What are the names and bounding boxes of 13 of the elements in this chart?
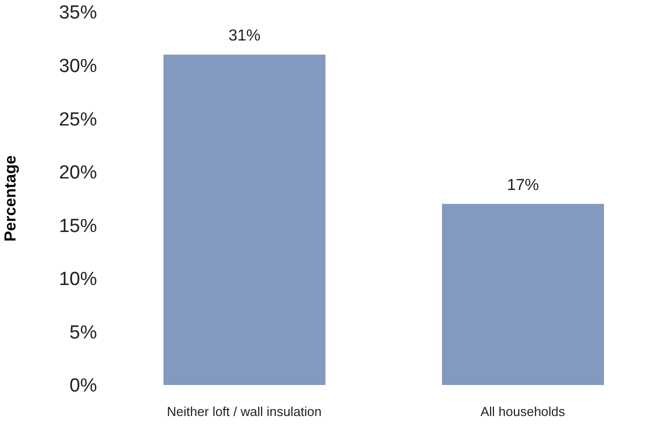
x-tick-label: All households — [480, 404, 566, 420]
y-tick-label: 30% — [58, 56, 98, 78]
data-label: 31% — [228, 28, 260, 45]
y-axis-title: Percentage — [2, 155, 20, 242]
x-tick-label: Neither loft / wall insulation — [166, 404, 322, 420]
data-label: 17% — [506, 176, 539, 194]
y-tick-label: 10% — [58, 269, 98, 290]
y-tick-label: 35% — [58, 2, 98, 24]
y-tick-label: 0% — [70, 376, 98, 397]
y-tick-label: 15% — [58, 216, 98, 237]
y-tick-label: 5% — [70, 322, 98, 344]
y-tick-label: 20% — [58, 162, 98, 184]
y-tick-label: 25% — [58, 109, 98, 130]
